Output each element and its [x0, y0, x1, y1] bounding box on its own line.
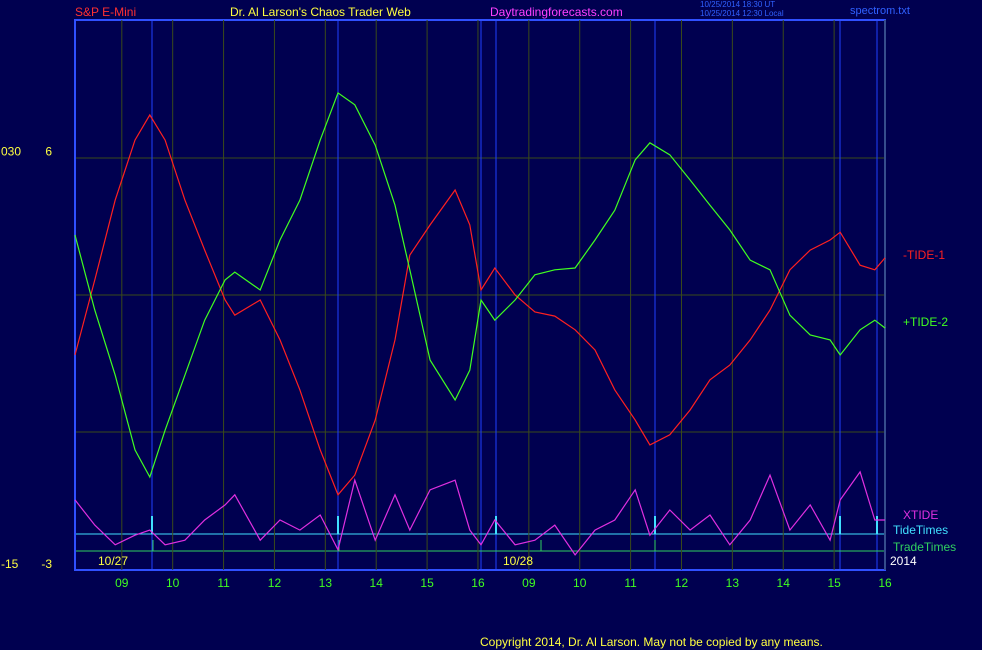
marker-label: TideTimes: [893, 523, 948, 537]
date-label: 10/27: [98, 554, 128, 568]
x-tick-label: 09: [115, 576, 129, 590]
file-name: spectrom.txt: [850, 5, 910, 17]
y2-tick-label: 030: [1, 145, 21, 159]
site: Daytradingforecasts.com: [490, 5, 623, 19]
series-label: +TIDE-2: [903, 315, 948, 329]
x-tick-label: 13: [726, 576, 740, 590]
date-label: 10/28: [503, 554, 533, 568]
series-line: [74, 113, 886, 496]
x-tick-label: 12: [268, 576, 282, 590]
x-tick-label: 15: [420, 576, 434, 590]
h-grid: [75, 157, 885, 433]
copyright: Copyright 2014, Dr. Al Larson. May not b…: [480, 635, 823, 649]
x-tick-label: 11: [217, 576, 230, 590]
timestamp: 10/25/2014 12:30 Local: [700, 9, 784, 18]
author: Dr. Al Larson's Chaos Trader Web: [230, 5, 411, 19]
series-label: XTIDE: [903, 508, 938, 522]
x-tick-label: 15: [827, 576, 841, 590]
x-tick-label: 12: [675, 576, 689, 590]
y-tick-label: -3: [41, 557, 52, 571]
x-tick-label: 10: [166, 576, 180, 590]
date-label: 2014: [890, 554, 917, 568]
x-tick-label: 10: [573, 576, 587, 590]
x-tick-label: 14: [777, 576, 791, 590]
x-tick-label: 16: [878, 576, 892, 590]
symbol: S&P E-Mini: [75, 5, 136, 19]
x-tick-label: 16: [471, 576, 485, 590]
y2-tick-label: -15: [1, 557, 19, 571]
tide-spikes: [151, 516, 878, 534]
series-line: [74, 470, 885, 556]
timestamp: 10/25/2014 18:30 UT: [700, 0, 775, 9]
series-line: [74, 91, 886, 479]
x-tick-label: 11: [624, 576, 637, 590]
y-tick-label: 6: [45, 145, 52, 159]
marker-label: TradeTimes: [893, 540, 956, 554]
x-tick-label: 13: [319, 576, 333, 590]
x-tick-label: 09: [522, 576, 536, 590]
x-tick-label: 14: [370, 576, 384, 590]
series-label: -TIDE-1: [903, 248, 945, 262]
tide-lines: [151, 20, 878, 570]
